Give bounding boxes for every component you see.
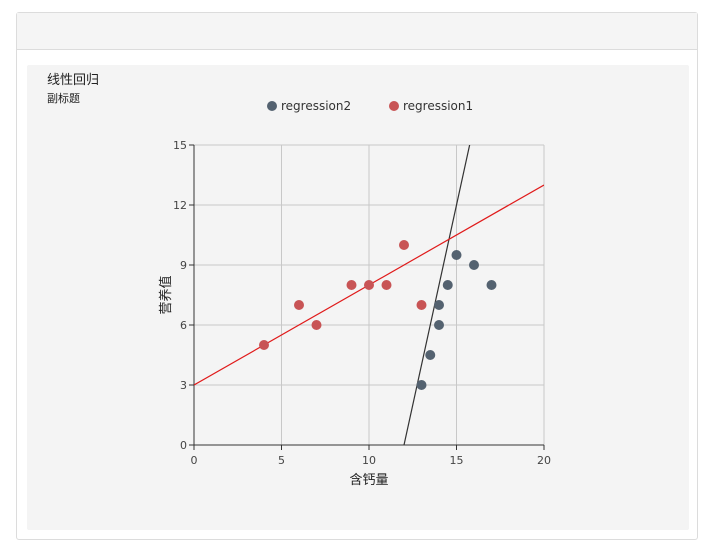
x-tick-label: 0: [191, 454, 198, 467]
data-point-regression1[interactable]: [381, 280, 392, 290]
chart-card: 线性回归 副标题: [27, 65, 689, 530]
data-point-regression2[interactable]: [416, 380, 427, 390]
data-point-regression2[interactable]: [434, 300, 444, 310]
x-tick-label: 10: [362, 454, 376, 467]
y-tick-label: 3: [180, 379, 187, 392]
x-tick-label: 20: [537, 454, 551, 467]
legend-label-regression1[interactable]: regression1: [403, 99, 473, 113]
data-point-regression2[interactable]: [469, 260, 479, 270]
data-point-regression2[interactable]: [442, 280, 453, 290]
y-axis-title: 营养值: [158, 275, 174, 314]
data-point-regression2[interactable]: [434, 320, 444, 330]
y-tick-label: 9: [180, 259, 187, 272]
x-axis-title: 含钙量: [349, 472, 388, 488]
data-point-regression1[interactable]: [416, 300, 427, 310]
data-point-regression1[interactable]: [311, 320, 322, 330]
y-tick-label: 0: [180, 439, 187, 452]
y-tick-label: 12: [173, 199, 187, 212]
regression-line-regression2: [403, 145, 471, 445]
data-point-regression1[interactable]: [399, 240, 409, 250]
data-point-regression1[interactable]: [259, 340, 269, 350]
chart-panel: 线性回归 副标题: [16, 12, 698, 540]
x-tick-label: 15: [450, 454, 464, 467]
data-point-regression2[interactable]: [451, 250, 462, 260]
data-point-regression1[interactable]: [346, 280, 357, 290]
x-tick-label: 5: [278, 454, 285, 467]
legend-marker-regression1[interactable]: [389, 101, 399, 111]
legend-label-regression2[interactable]: regression2: [281, 99, 351, 113]
y-tick-label: 6: [180, 319, 187, 332]
chart-title: 线性回归: [47, 73, 100, 88]
data-point-regression1[interactable]: [294, 300, 304, 310]
data-point-regression1[interactable]: [364, 280, 374, 290]
legend-marker-regression2[interactable]: [267, 101, 277, 111]
data-point-regression2[interactable]: [425, 350, 436, 360]
chart-subtitle: 副标题: [47, 92, 80, 105]
panel-header: [17, 13, 697, 50]
y-tick-label: 15: [173, 139, 187, 152]
data-point-regression2[interactable]: [486, 280, 497, 290]
